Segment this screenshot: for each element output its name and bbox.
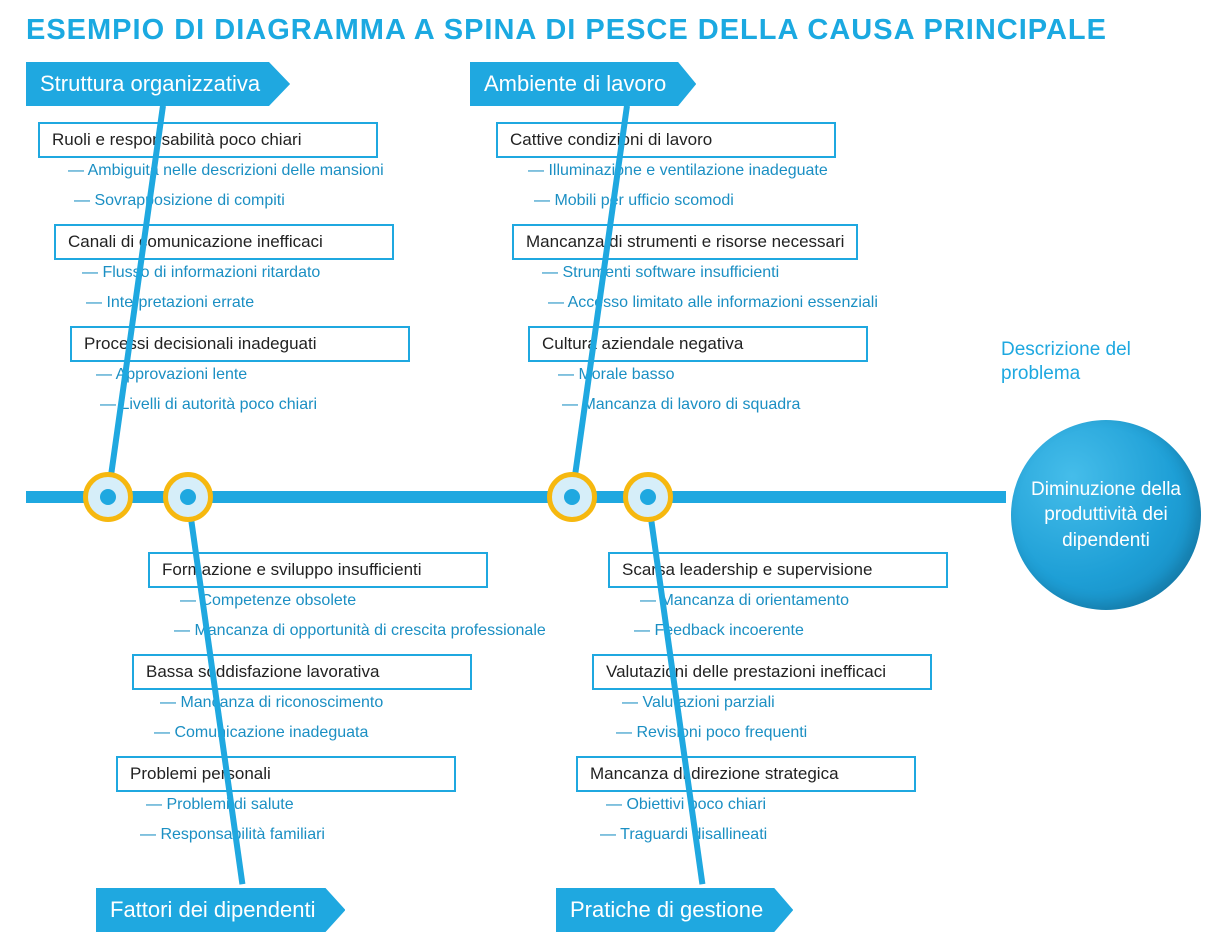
cause-detail: Mancanza di riconoscimento [160, 694, 383, 712]
cause-detail: Valutazioni parziali [622, 694, 775, 712]
bone-node-env [547, 472, 597, 522]
cause-detail: Mobili per ufficio scomodi [534, 192, 734, 210]
cause-box: Problemi personali [116, 756, 456, 792]
cause-box: Valutazioni delle prestazioni inefficaci [592, 654, 932, 690]
category-mgmt: Pratiche di gestione [556, 888, 793, 932]
cause-detail: Mancanza di orientamento [640, 592, 849, 610]
cause-detail: Interpretazioni errate [86, 294, 254, 312]
bone-node-emp [163, 472, 213, 522]
cause-detail: Feedback incoerente [634, 622, 804, 640]
cause-box: Cattive condizioni di lavoro [496, 122, 836, 158]
problem-head: Diminuzione della produttività dei dipen… [1011, 420, 1201, 610]
cause-detail: Illuminazione e ventilazione inadeguate [528, 162, 828, 180]
page-title: ESEMPIO DI DIAGRAMMA A SPINA DI PESCE DE… [26, 14, 1107, 47]
cause-detail: Obiettivi poco chiari [606, 796, 766, 814]
cause-detail: Traguardi disallineati [600, 826, 767, 844]
cause-detail: Livelli di autorità poco chiari [100, 396, 317, 414]
cause-detail: Mancanza di opportunità di crescita prof… [174, 622, 546, 640]
cause-box: Ruoli e responsabilità poco chiari [38, 122, 378, 158]
category-env: Ambiente di lavoro [470, 62, 696, 106]
cause-detail: Approvazioni lente [96, 366, 247, 384]
problem-text: Diminuzione della produttività dei dipen… [1025, 477, 1187, 554]
cause-detail: Comunicazione inadeguata [154, 724, 368, 742]
cause-detail: Mancanza di lavoro di squadra [562, 396, 800, 414]
cause-detail: Flusso di informazioni ritardato [82, 264, 320, 282]
problem-label: Descrizione del problema [1001, 338, 1171, 386]
cause-detail: Ambiguità nelle descrizioni delle mansio… [68, 162, 384, 180]
cause-detail: Sovrapposizione di compiti [74, 192, 285, 210]
cause-detail: Strumenti software insufficienti [542, 264, 779, 282]
category-org: Struttura organizzativa [26, 62, 290, 106]
cause-box: Processi decisionali inadeguati [70, 326, 410, 362]
cause-detail: Problemi di salute [146, 796, 294, 814]
cause-detail: Morale basso [558, 366, 675, 384]
cause-box: Mancanza di direzione strategica [576, 756, 916, 792]
cause-detail: Revisioni poco frequenti [616, 724, 807, 742]
bone-node-org [83, 472, 133, 522]
bone-node-mgmt [623, 472, 673, 522]
cause-box: Cultura aziendale negativa [528, 326, 868, 362]
cause-box: Canali di comunicazione inefficaci [54, 224, 394, 260]
cause-box: Bassa soddisfazione lavorativa [132, 654, 472, 690]
cause-box: Mancanza di strumenti e risorse necessar… [512, 224, 858, 260]
category-emp: Fattori dei dipendenti [96, 888, 345, 932]
